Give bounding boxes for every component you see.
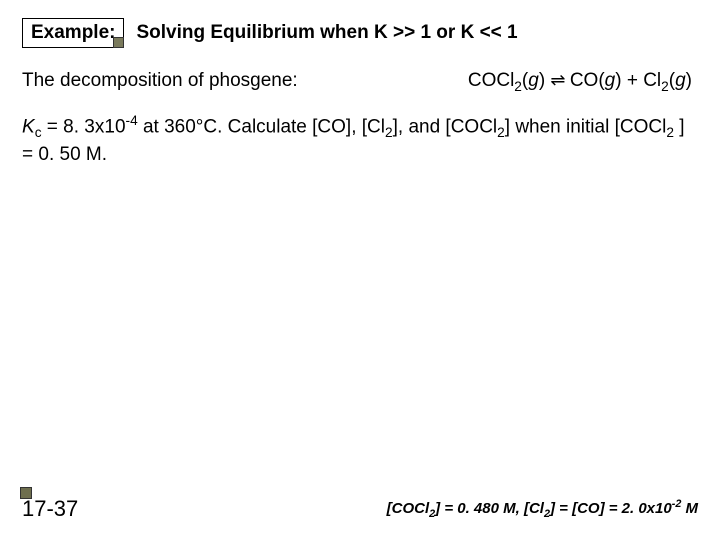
reactant-formula: COCl <box>468 70 514 91</box>
ans-exp: -2 <box>672 498 682 510</box>
product1: CO( <box>570 70 605 91</box>
reaction-equation: COCl2(g) ⇌ CO(g) + Cl2(g) <box>468 70 698 94</box>
ans-val2: ] = [CO] = 2. 0x10 <box>550 500 672 517</box>
k-value: = 8. 3x10 <box>42 116 126 137</box>
cocl-sub: 2 <box>497 125 505 140</box>
calc-text-2: ], and [COCl <box>393 116 498 137</box>
problem-line-2: Kc = 8. 3x10-4 at 360°C. Calculate [CO],… <box>22 112 698 168</box>
paren: ) <box>539 70 545 91</box>
k-sub: c <box>35 125 42 140</box>
k-symbol: K <box>22 116 35 137</box>
decomposition-text: The decomposition of phosgene: <box>22 70 298 94</box>
ans-cl: , [Cl <box>516 500 544 517</box>
problem-line-1: The decomposition of phosgene: COCl2(g) … <box>22 70 698 94</box>
ans-cocl: [COCl <box>387 500 430 517</box>
page-number: 17-37 <box>22 496 78 522</box>
slide-title: Solving Equilibrium when K >> 1 or K << … <box>136 22 517 44</box>
answer-line: [COCl2] = 0. 480 M, [Cl2] = [CO] = 2. 0x… <box>387 498 698 520</box>
phase: g <box>605 70 616 91</box>
phase: g <box>675 70 686 91</box>
k-exp: -4 <box>126 113 138 128</box>
calc-text-3: ] when initial [COCl <box>505 116 667 137</box>
ans-val1: ] = 0. 480 <box>435 500 503 517</box>
product2-sub: 2 <box>661 79 669 94</box>
cl-sub: 2 <box>385 125 393 140</box>
reactant-sub: 2 <box>514 79 522 94</box>
calc-text-1: at 360°C. Calculate [CO], [Cl <box>138 116 385 137</box>
equilibrium-arrow-icon: ⇌ <box>550 70 564 90</box>
ans-unit2: M <box>686 500 699 517</box>
example-label-box: Example: <box>22 18 124 48</box>
product-plus: ) + Cl <box>615 70 661 91</box>
ans-unit1: M <box>503 500 516 517</box>
paren: ) <box>686 70 692 91</box>
cocl-sub2: 2 <box>666 125 674 140</box>
phase: g <box>528 70 539 91</box>
example-label: Example: <box>31 22 115 43</box>
